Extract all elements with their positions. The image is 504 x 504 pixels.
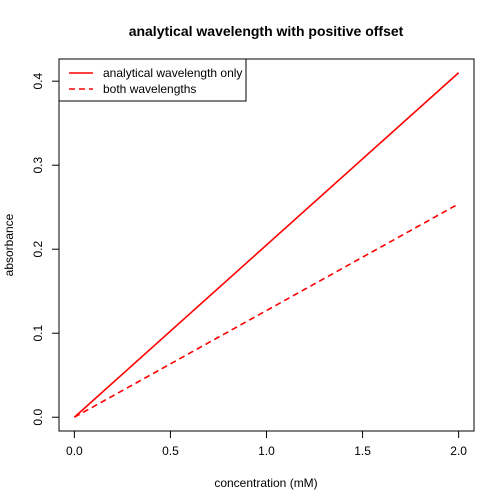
x-tick-label: 0.5 [162,444,179,458]
legend-label-1: analytical wavelength only [103,66,242,80]
y-tick-label: 0.0 [31,409,45,426]
y-axis-label: absorbance [2,213,16,276]
chart-title: analytical wavelength with positive offs… [129,23,404,39]
legend: analytical wavelength only both wavelengt… [59,59,246,101]
x-tick-label: 0.0 [66,444,83,458]
y-tick-label: 0.3 [31,157,45,174]
y-tick-label: 0.1 [31,325,45,342]
x-axis-label: concentration (mM) [214,476,317,490]
y-tick-label: 0.4 [31,73,45,90]
x-tick-label: 1.0 [258,444,275,458]
legend-label-2: both wavelengths [103,82,196,96]
x-tick-label: 1.5 [354,444,371,458]
y-tick-label: 0.2 [31,241,45,258]
x-tick-label: 2.0 [450,444,467,458]
